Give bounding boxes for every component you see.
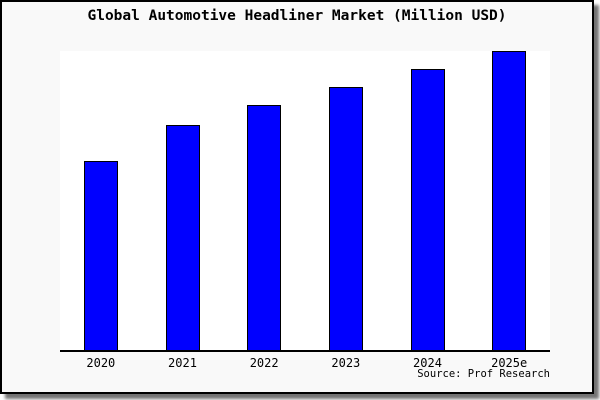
x-tick-label-2020: 2020	[86, 356, 116, 370]
source-label: Source: Prof Research	[417, 368, 550, 380]
bar-2021	[165, 124, 200, 350]
x-tick-label-2023: 2023	[331, 356, 361, 370]
bar-2024	[410, 68, 445, 350]
x-tick-label-2022: 2022	[249, 356, 279, 370]
x-axis-tick-labels: 2020 2021 2022 2023 2024 2025e	[60, 356, 550, 372]
plot-area	[60, 51, 550, 352]
bar-2020	[83, 161, 118, 350]
bar-2023	[328, 86, 363, 350]
chart-title: Global Automotive Headliner Market (Mill…	[87, 8, 507, 24]
x-tick-label-2021: 2021	[168, 356, 197, 370]
x-tick-label-2024: 2024	[413, 356, 442, 370]
bar-2025e	[492, 51, 527, 350]
x-tick-label-2025e: 2025e	[491, 356, 528, 370]
chart-frame: Global Automotive Headliner Market (Mill…	[0, 0, 594, 394]
bar-2022	[247, 104, 282, 350]
x-axis-line	[60, 350, 550, 352]
